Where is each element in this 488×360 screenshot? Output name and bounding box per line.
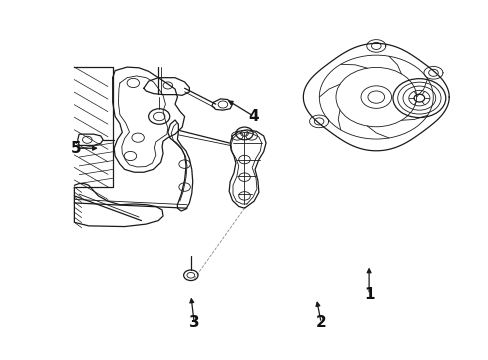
- Text: 5: 5: [70, 141, 81, 156]
- Text: 3: 3: [188, 315, 199, 330]
- Text: 2: 2: [315, 315, 326, 330]
- Text: 4: 4: [248, 109, 259, 124]
- Text: 1: 1: [363, 287, 374, 302]
